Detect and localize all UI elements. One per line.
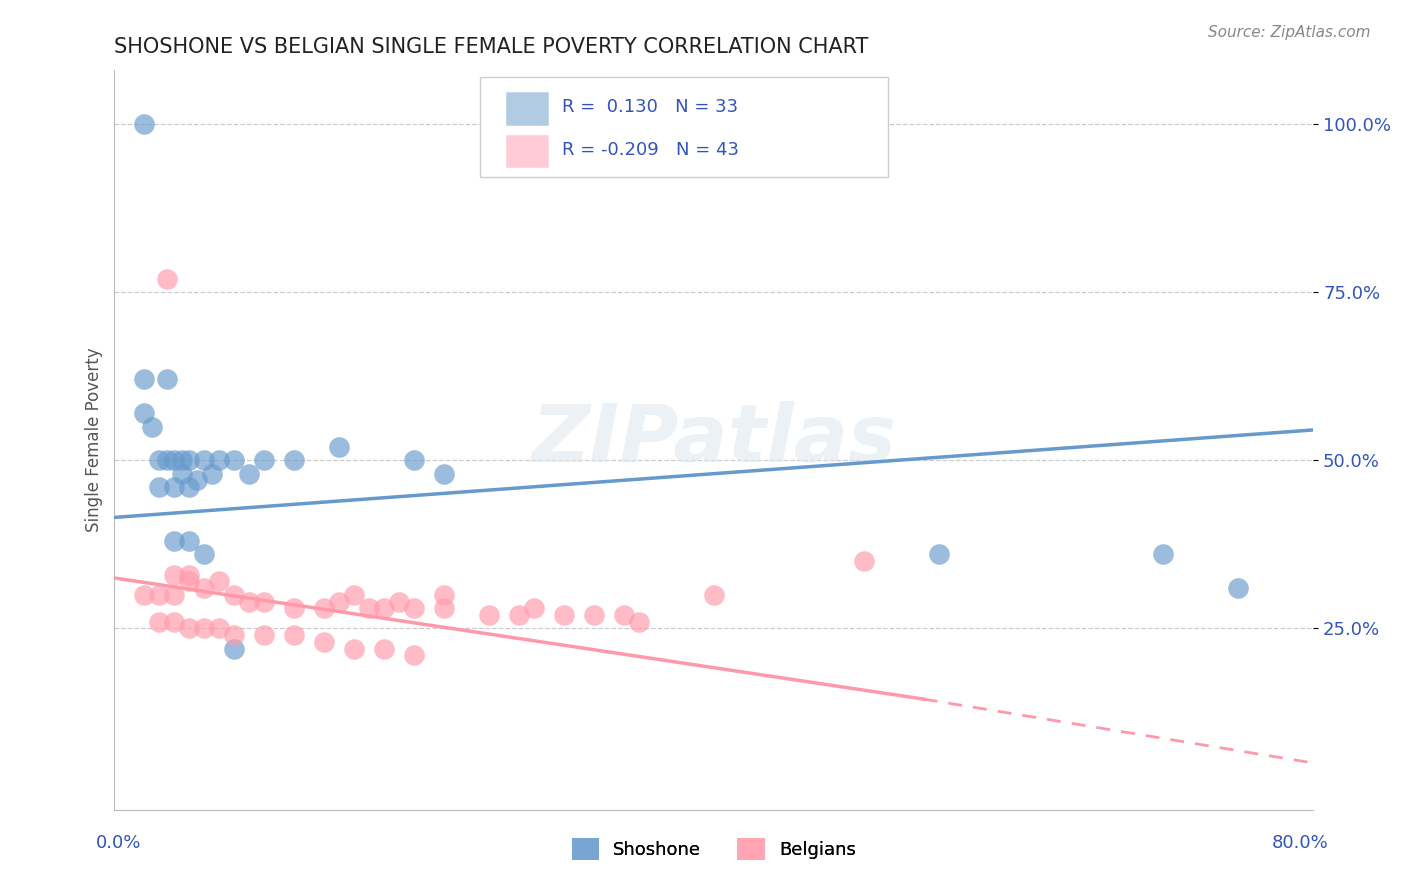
Point [156, 372, 179, 386]
Point [179, 453, 201, 467]
Point [238, 594, 260, 608]
Text: R =  0.130   N = 33: R = 0.130 N = 33 [561, 98, 738, 116]
Point [208, 622, 231, 636]
Point [359, 601, 381, 615]
Point [179, 567, 201, 582]
Point [193, 581, 215, 595]
Point [283, 628, 305, 642]
Point [373, 601, 395, 615]
Point [314, 601, 336, 615]
Text: 80.0%: 80.0% [1272, 834, 1329, 852]
Point [852, 554, 875, 568]
Y-axis label: Single Female Poverty: Single Female Poverty [86, 348, 103, 533]
Point [433, 588, 456, 602]
Point [373, 641, 395, 656]
Point [156, 453, 179, 467]
Point [193, 622, 215, 636]
Point [201, 467, 224, 481]
Point [253, 628, 276, 642]
Point [627, 615, 650, 629]
Point [163, 615, 186, 629]
Point [224, 588, 246, 602]
FancyBboxPatch shape [506, 92, 548, 125]
Point [208, 453, 231, 467]
Point [170, 467, 193, 481]
Point [253, 594, 276, 608]
Point [433, 467, 456, 481]
Legend: Shoshone, Belgians: Shoshone, Belgians [565, 831, 863, 868]
Point [283, 601, 305, 615]
Point [1152, 548, 1174, 562]
Text: R = -0.209   N = 43: R = -0.209 N = 43 [561, 141, 738, 159]
FancyBboxPatch shape [506, 135, 548, 168]
FancyBboxPatch shape [479, 78, 887, 178]
Point [193, 548, 215, 562]
Point [170, 453, 193, 467]
Text: 0.0%: 0.0% [96, 834, 141, 852]
Point [523, 601, 546, 615]
Point [148, 588, 170, 602]
Point [928, 548, 950, 562]
Point [193, 453, 215, 467]
Point [148, 453, 170, 467]
Point [478, 607, 501, 622]
Point [328, 440, 350, 454]
Point [163, 588, 186, 602]
Point [627, 117, 650, 131]
Point [404, 648, 426, 663]
Point [283, 453, 305, 467]
Point [238, 467, 260, 481]
Point [224, 628, 246, 642]
Point [224, 641, 246, 656]
Point [613, 607, 636, 622]
Point [388, 594, 411, 608]
Point [134, 372, 156, 386]
Point [343, 588, 366, 602]
Point [224, 453, 246, 467]
Point [179, 622, 201, 636]
Point [141, 419, 163, 434]
Point [134, 588, 156, 602]
Text: SHOSHONE VS BELGIAN SINGLE FEMALE POVERTY CORRELATION CHART: SHOSHONE VS BELGIAN SINGLE FEMALE POVERT… [114, 37, 869, 57]
Point [404, 453, 426, 467]
Point [148, 615, 170, 629]
Point [163, 567, 186, 582]
Point [208, 574, 231, 589]
Point [186, 474, 208, 488]
Text: Source: ZipAtlas.com: Source: ZipAtlas.com [1208, 25, 1371, 40]
Point [163, 533, 186, 548]
Point [179, 533, 201, 548]
Point [433, 601, 456, 615]
Point [343, 641, 366, 656]
Point [148, 480, 170, 494]
Point [163, 480, 186, 494]
Point [156, 271, 179, 285]
Point [314, 635, 336, 649]
Point [703, 588, 725, 602]
Point [253, 453, 276, 467]
Point [328, 594, 350, 608]
Text: ZIPatlas: ZIPatlas [531, 401, 897, 479]
Point [134, 406, 156, 420]
Point [508, 607, 530, 622]
Point [134, 117, 156, 131]
Point [163, 453, 186, 467]
Point [404, 601, 426, 615]
Point [1227, 581, 1250, 595]
Point [553, 607, 575, 622]
Point [582, 607, 605, 622]
Point [179, 574, 201, 589]
Point [179, 480, 201, 494]
